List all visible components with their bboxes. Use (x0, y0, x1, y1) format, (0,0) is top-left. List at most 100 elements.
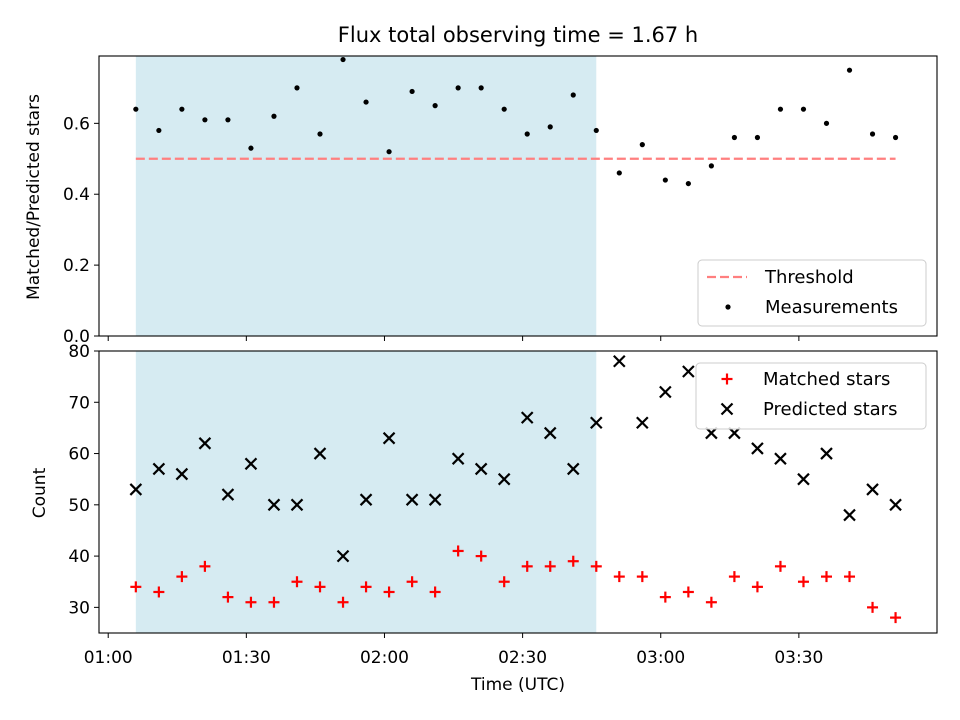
measurement-point (225, 117, 231, 123)
legend-matched-swatch (721, 373, 733, 385)
measurement-point (455, 85, 461, 91)
count-xtick-label: 01:00 (84, 648, 133, 668)
predicted-star-point (313, 447, 327, 460)
measurement-point (639, 142, 645, 148)
ratio-ytick-label: 0.6 (63, 114, 90, 134)
matched-star-point (890, 612, 902, 624)
measurement-point (478, 85, 484, 91)
matched-star-point (774, 560, 786, 572)
predicted-star-point (267, 498, 281, 512)
measurement-point (363, 99, 369, 105)
measurement-point (731, 134, 738, 141)
predicted-star-point (451, 452, 465, 465)
ratio-panel: 0.0 0.2 0.4 0.6 Matched/Predicted stars Thr… (24, 55, 938, 347)
measurement-point (409, 88, 415, 95)
measurement-point (570, 92, 576, 98)
legend-measurements-label: Measurements (765, 297, 898, 318)
matched-star-point (705, 596, 717, 608)
matched-star-point (682, 586, 694, 598)
predicted-star-point (405, 493, 419, 506)
predicted-star-point (682, 365, 695, 378)
ratio-ytick-label: 0.2 (63, 256, 90, 276)
matched-star-point (475, 550, 487, 562)
measurement-point (501, 106, 507, 112)
count-plot-frame (98, 350, 938, 634)
ratio-marks (133, 56, 899, 187)
predicted-star-point (566, 462, 580, 476)
matched-star-point (728, 571, 740, 583)
count-panel: 30 40 50 60 70 80 01:00 01:30 02:00 02:30 03:00 03:… (30, 342, 938, 695)
matched-star-point (130, 581, 142, 593)
matched-star-point (199, 560, 211, 572)
matched-star-point (291, 576, 303, 588)
matched-star-point (383, 586, 395, 598)
count-xtick-label: 01:30 (222, 648, 271, 668)
measurement-point (777, 106, 784, 112)
ratio-ytick-label: 0.0 (63, 327, 90, 347)
measurement-point (133, 106, 139, 112)
ratio-ytick-label: 0.4 (63, 185, 90, 205)
matched-star-point (498, 576, 510, 588)
matched-star-point (337, 596, 349, 608)
predicted-star-point (221, 488, 235, 501)
ratio-legend-box (697, 259, 927, 327)
predicted-star-point (359, 493, 373, 506)
measurement-point (179, 106, 185, 112)
predicted-star-point (428, 493, 442, 506)
measurement-point (754, 134, 761, 141)
matched-star-point (245, 596, 257, 608)
count-xtick-label: 02:30 (498, 648, 547, 668)
predicted-star-point (751, 442, 764, 455)
predicted-star-point (290, 498, 304, 512)
predicted-star-point (244, 457, 258, 471)
matched-star-point (406, 576, 418, 588)
predicted-star-point (520, 411, 534, 424)
matched-star-point (452, 545, 464, 557)
legend-measurements-swatch (725, 304, 731, 310)
predicted-star-point (820, 447, 833, 460)
measurement-point (708, 163, 714, 169)
measurement-point (248, 145, 254, 151)
count-xtick-label: 03:30 (774, 648, 823, 668)
measurement-point (869, 131, 876, 137)
measurement-point (846, 67, 853, 73)
matched-star-point (820, 571, 832, 583)
measurement-point (593, 127, 599, 134)
measurement-point (386, 149, 392, 155)
matched-star-point (567, 555, 579, 567)
legend-threshold-label: Threshold (764, 267, 854, 288)
matched-star-point (751, 581, 763, 593)
predicted-star-point (889, 498, 902, 512)
measurement-point (662, 177, 668, 183)
count-legend: Matched stars Predicted stars (695, 362, 927, 430)
measurement-point (547, 124, 553, 130)
measurement-point (340, 56, 346, 63)
count-xlabel: Time (UTC) (470, 675, 565, 695)
predicted-star-point (175, 467, 189, 481)
matched-star-point (268, 596, 280, 608)
count-ytick-label: 60 (68, 445, 90, 465)
matched-star-point (867, 601, 879, 613)
matched-star-point (544, 560, 556, 572)
predicted-star-point (866, 483, 879, 496)
count-ytick-label: 40 (68, 547, 90, 567)
count-ytick-label: 30 (68, 598, 90, 618)
predicted-star-point (474, 462, 488, 476)
count-marks (129, 354, 902, 624)
legend-predicted-marker (720, 402, 734, 416)
ratio-axes: 0.0 0.2 0.4 0.6 (63, 114, 800, 347)
measurement-point (202, 117, 208, 123)
matched-star-point (636, 571, 648, 583)
matched-star-point (844, 571, 856, 583)
count-ytick-label: 70 (68, 393, 90, 413)
matched-star-point (521, 560, 533, 572)
predicted-star-point (797, 472, 810, 486)
measurement-point (524, 131, 530, 137)
legend-matched-marker (721, 373, 733, 385)
predicted-star-point (659, 385, 672, 399)
figure-title: Flux total observing time = 1.67 h (338, 23, 698, 47)
measurement-point (823, 120, 830, 126)
measurement-point (156, 127, 162, 134)
predicted-star-point (843, 508, 856, 522)
